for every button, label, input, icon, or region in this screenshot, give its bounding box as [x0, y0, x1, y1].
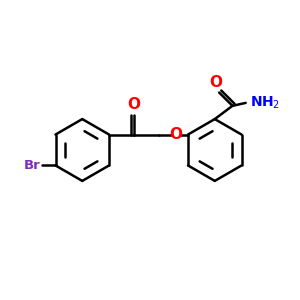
Text: Br: Br: [23, 159, 40, 172]
Text: O: O: [169, 127, 182, 142]
Text: O: O: [210, 75, 223, 90]
Text: O: O: [128, 97, 141, 112]
Text: NH$_2$: NH$_2$: [250, 95, 280, 111]
